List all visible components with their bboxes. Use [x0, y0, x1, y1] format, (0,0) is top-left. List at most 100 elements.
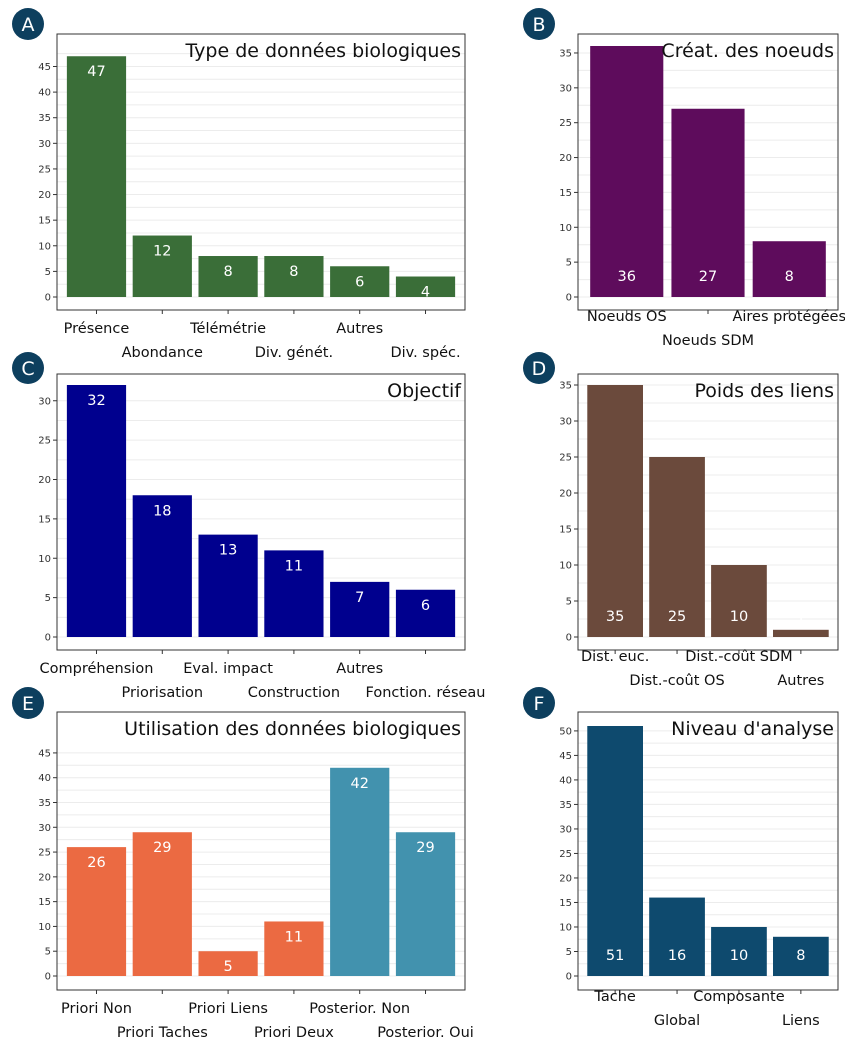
y-tick-label: 5 [566, 258, 572, 269]
panel-badge-letter: A [22, 14, 35, 36]
y-tick-label: 25 [559, 118, 572, 129]
category-label: Autres [336, 661, 383, 677]
y-tick-label: 20 [559, 153, 572, 164]
bar [132, 495, 192, 637]
y-tick-label: 5 [566, 947, 572, 958]
data-label: 26 [87, 855, 105, 871]
data-label: 16 [668, 948, 686, 964]
bar [264, 256, 324, 297]
y-tick-label: 40 [38, 773, 51, 784]
bar [264, 550, 324, 637]
bar [66, 847, 127, 976]
panel-a: 47 Présence 12 Abondance 8 Télémétrie 8 Div. gé… [12, 8, 466, 361]
panel-border [577, 711, 839, 991]
y-tick-label: 0 [566, 972, 572, 983]
bar [198, 256, 258, 297]
y-tick-label: 30 [559, 83, 572, 94]
y-tick-label: 20 [38, 872, 51, 883]
category-label: Compréhension [40, 661, 154, 677]
category-label: Priori Liens [188, 1001, 268, 1017]
panel-b: 36 Noeuds OS 27 Noeuds SDM 8 Aires protégées 0… [523, 8, 845, 349]
y-tick-label: 0 [566, 293, 572, 304]
y-tick-label: 50 [559, 726, 572, 737]
panel-border [56, 33, 466, 311]
category-label: Div. spéc. [390, 345, 460, 361]
y-tick-label: 20 [38, 475, 51, 486]
panel-badge [523, 8, 555, 40]
category-label: Autres [777, 673, 824, 689]
data-label: 36 [618, 269, 636, 285]
category-label: Priori Taches [117, 1025, 208, 1037]
category-label: Tache [593, 989, 636, 1005]
bar [587, 726, 643, 976]
y-tick-label: 35 [559, 800, 572, 811]
y-tick-label: 10 [38, 241, 51, 252]
y-tick-label: 30 [559, 824, 572, 835]
y-tick-label: 15 [559, 525, 572, 536]
category-label: Autres [336, 321, 383, 337]
data-label: 8 [785, 269, 794, 285]
bar [711, 926, 767, 976]
panel-title: Créat. des noeuds [661, 40, 834, 62]
data-label: 8 [796, 948, 805, 964]
data-label: 6 [421, 598, 430, 614]
category-label: Aires protégées [732, 309, 845, 325]
y-tick-label: 0 [45, 633, 51, 644]
panel-border [56, 711, 466, 991]
y-tick-label: 35 [559, 381, 572, 392]
panel-badge [12, 687, 44, 719]
y-tick-label: 10 [38, 922, 51, 933]
y-tick-label: 15 [38, 216, 51, 227]
category-label: Noeuds SDM [662, 333, 754, 349]
panel-border [577, 373, 839, 651]
data-label: 11 [285, 558, 303, 574]
bar [395, 832, 456, 976]
data-label: 1 [796, 609, 805, 625]
bar [330, 266, 390, 297]
bar [198, 534, 258, 637]
y-tick-label: 5 [45, 267, 51, 278]
bar [752, 241, 826, 297]
y-tick-label: 15 [559, 188, 572, 199]
category-label: Construction [248, 685, 340, 701]
bar [649, 457, 705, 637]
y-tick-label: 10 [559, 561, 572, 572]
panel-badge-letter: D [532, 358, 547, 380]
y-tick-label: 35 [38, 798, 51, 809]
data-label: 42 [350, 776, 368, 792]
category-label: Dist.-coût OS [629, 673, 724, 689]
panel-e: 26 Priori Non 29 Priori Taches 5 Priori Liens… [12, 687, 474, 1037]
y-tick-label: 15 [38, 514, 51, 525]
y-tick-label: 40 [559, 775, 572, 786]
panel-title: Objectif [387, 380, 462, 402]
data-label: 7 [355, 590, 364, 606]
y-tick-label: 0 [45, 293, 51, 304]
y-tick-label: 10 [559, 922, 572, 933]
panel-border [56, 373, 466, 651]
category-label: Dist. euc. [581, 649, 649, 665]
data-label: 47 [87, 64, 105, 80]
panel-title: Type de données biologiques [185, 40, 461, 62]
data-label: 8 [289, 264, 298, 280]
category-label: Eval. impact [183, 661, 273, 677]
y-tick-label: 25 [38, 164, 51, 175]
category-label: Div. génét. [255, 345, 333, 361]
data-label: 13 [219, 543, 237, 559]
panel-title: Niveau d'analyse [671, 718, 834, 740]
data-label: 29 [153, 840, 171, 856]
y-tick-label: 25 [38, 436, 51, 447]
panel-c: 32 Compréhension 18 Priorisation 13 Eval. imp… [12, 352, 486, 701]
bar [711, 565, 767, 637]
data-label: 4 [421, 285, 430, 301]
y-tick-label: 35 [38, 113, 51, 124]
panel-badge [12, 352, 44, 384]
panel-badge-letter: F [534, 693, 545, 715]
bar [773, 936, 829, 976]
y-tick-label: 20 [559, 873, 572, 884]
bar [132, 235, 192, 297]
data-label: 10 [730, 609, 748, 625]
bar [587, 385, 643, 637]
y-tick-label: 30 [38, 823, 51, 834]
data-label: 12 [153, 244, 171, 260]
